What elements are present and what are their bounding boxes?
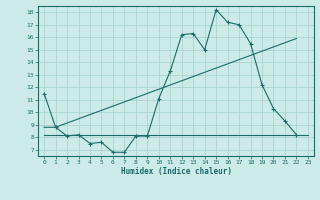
- X-axis label: Humidex (Indice chaleur): Humidex (Indice chaleur): [121, 167, 231, 176]
